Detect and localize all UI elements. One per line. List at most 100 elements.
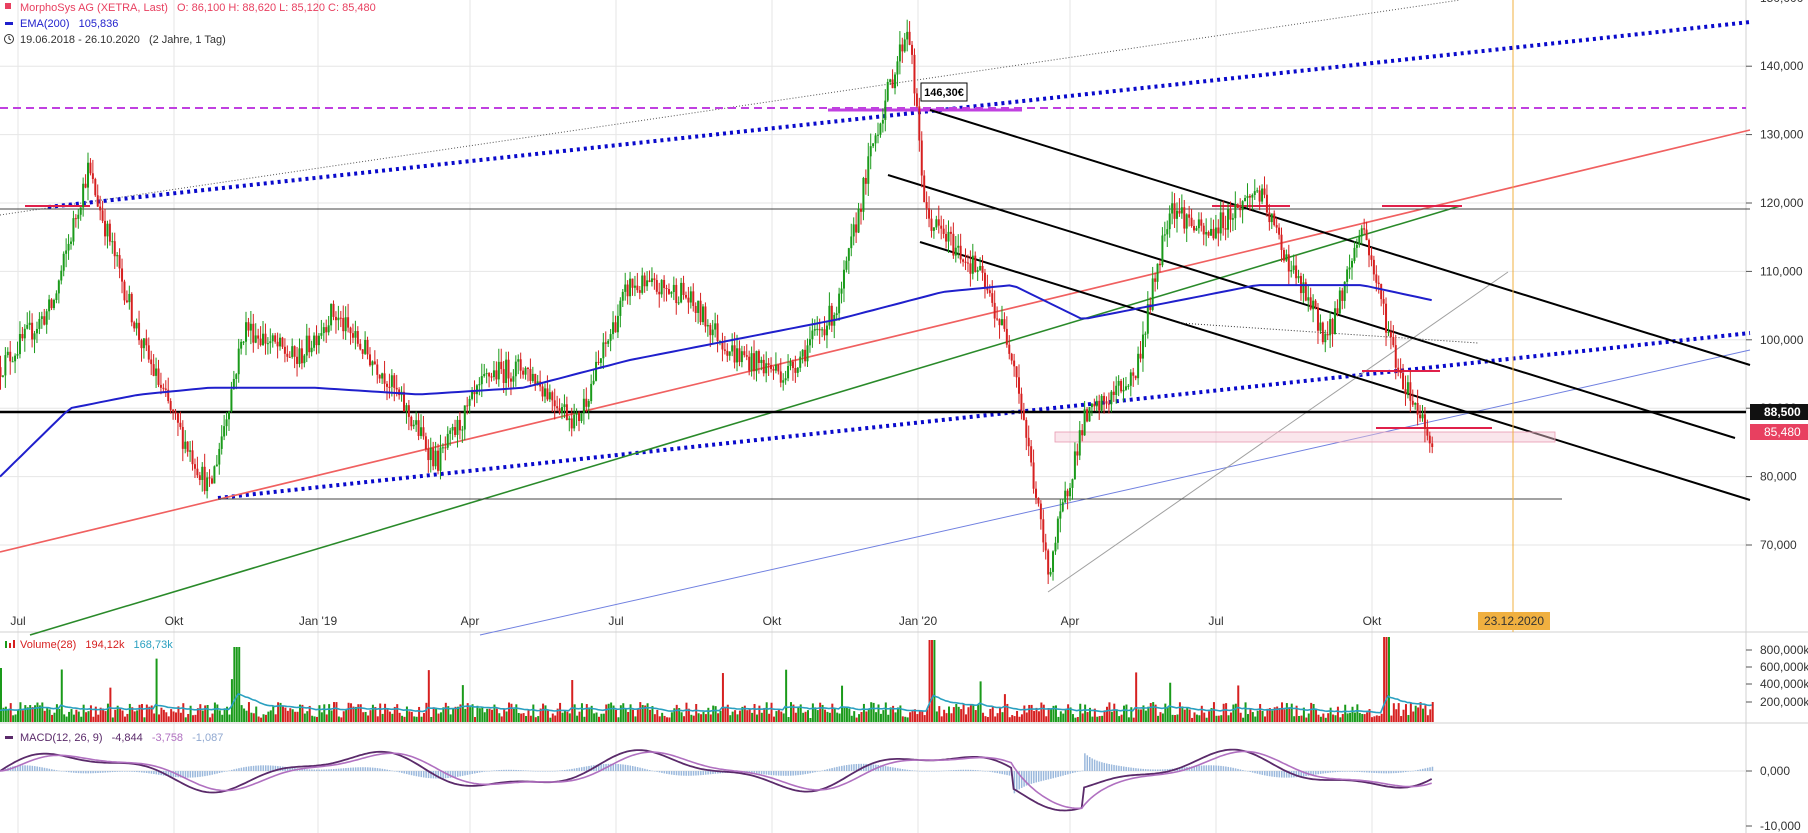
macd-hist-bar	[461, 771, 464, 776]
candle-body	[1416, 402, 1419, 415]
macd-hist-bar	[1281, 771, 1283, 778]
volume-bar	[515, 704, 518, 722]
candle-body	[672, 284, 675, 293]
volume-bar	[731, 711, 734, 722]
candle-body	[925, 202, 928, 209]
volume-bar	[192, 715, 195, 722]
volume-bar	[858, 714, 861, 722]
volume-bar	[641, 705, 644, 722]
volume-bar	[306, 711, 309, 722]
volume-bar	[102, 708, 105, 722]
volume-bar	[240, 705, 243, 722]
volume-bar	[364, 711, 367, 722]
macd-hist-bar	[362, 767, 364, 771]
candle-body	[736, 348, 739, 363]
candle-body	[1214, 227, 1217, 239]
volume-bar	[97, 714, 100, 722]
candle-body	[553, 400, 556, 407]
macd-hist-bar	[216, 771, 218, 774]
volume-bar	[296, 711, 299, 722]
macd-hist-bar	[1229, 767, 1232, 771]
candle-body	[444, 447, 447, 449]
volume-bar	[1152, 702, 1155, 722]
volume-bar	[274, 714, 277, 722]
candle-body	[138, 322, 141, 341]
macd-hist-bar	[707, 771, 709, 775]
candle-body	[456, 419, 459, 435]
volume-bar	[1037, 711, 1040, 722]
candle-body	[816, 328, 819, 330]
volume-bar	[663, 715, 666, 722]
macd-hist-bar	[493, 770, 495, 771]
volume-bar	[177, 706, 180, 722]
macd-hist-bar	[60, 771, 63, 772]
candle-body	[869, 146, 872, 157]
volume-bar	[1227, 715, 1230, 722]
candle-body	[1083, 409, 1086, 436]
macd-hist-bar	[894, 767, 897, 771]
candle-body	[23, 328, 26, 339]
volume-bar	[204, 705, 207, 722]
volume-bar	[461, 685, 464, 722]
macd-hist-bar	[768, 771, 770, 775]
candle-body	[1365, 229, 1368, 241]
candle-body	[1280, 234, 1283, 250]
macd-hist-bar	[126, 771, 128, 772]
volume-bar	[123, 716, 126, 722]
macd-hist-bar	[1205, 765, 1208, 771]
candle-body	[296, 356, 299, 364]
macd-hist-bar	[1251, 771, 1254, 773]
volume-bar	[1130, 707, 1133, 722]
candle-body	[932, 227, 935, 231]
macd-hist-bar	[704, 771, 707, 775]
candle-body	[859, 208, 862, 212]
macd-hist-bar	[403, 771, 406, 774]
candle-body	[923, 175, 926, 203]
candle-body	[864, 177, 867, 184]
candle-body	[45, 311, 48, 325]
candle-body	[1331, 319, 1334, 335]
macd-hist-bar	[121, 771, 124, 772]
candle-body	[232, 378, 235, 390]
volume-bar	[1273, 707, 1276, 722]
macd-hist-bar	[1429, 767, 1431, 771]
candle-body	[524, 367, 527, 375]
volume-bar	[1186, 707, 1189, 722]
volume-bar	[1244, 702, 1247, 722]
macd-hist-bar	[384, 769, 386, 771]
macd-hist-bar	[955, 769, 957, 771]
candle-body	[1008, 344, 1011, 354]
macd-hist-bar	[986, 771, 989, 772]
macd-hist-bar	[315, 769, 318, 771]
candle-body	[298, 348, 301, 364]
candle-body	[983, 272, 986, 288]
macd-hist-bar	[1081, 770, 1084, 772]
volume-bar	[213, 702, 216, 722]
candle-body	[91, 173, 94, 180]
candle-body	[410, 416, 413, 427]
macd-hist-bar	[583, 766, 585, 771]
volume-bar	[1115, 709, 1118, 722]
volume-bar	[1298, 715, 1301, 722]
candlestick-series	[0, 19, 1434, 585]
volume-bar	[1232, 704, 1235, 722]
candle-body	[74, 218, 77, 220]
volume-bar	[495, 708, 498, 722]
macd-hist-bar	[320, 769, 323, 771]
macd-hist-bar	[325, 769, 328, 771]
volume-bar	[1086, 712, 1089, 722]
future-date-text: 23.12.2020	[1484, 614, 1544, 628]
macd-hist-bar	[1424, 768, 1426, 771]
volume-bar	[1385, 637, 1388, 722]
macd-hist-bar	[1336, 771, 1339, 772]
volume-ma-line	[0, 692, 1432, 714]
macd-hist-bar	[1157, 769, 1159, 771]
candle-body	[1392, 337, 1395, 346]
volume-bar	[388, 711, 391, 722]
macd-hist-bar	[427, 771, 430, 779]
candle-body	[920, 140, 923, 176]
candle-body	[1287, 254, 1290, 272]
macd-hist-bar	[578, 767, 581, 771]
candle-body	[1275, 225, 1278, 228]
volume-bar	[1268, 708, 1271, 722]
